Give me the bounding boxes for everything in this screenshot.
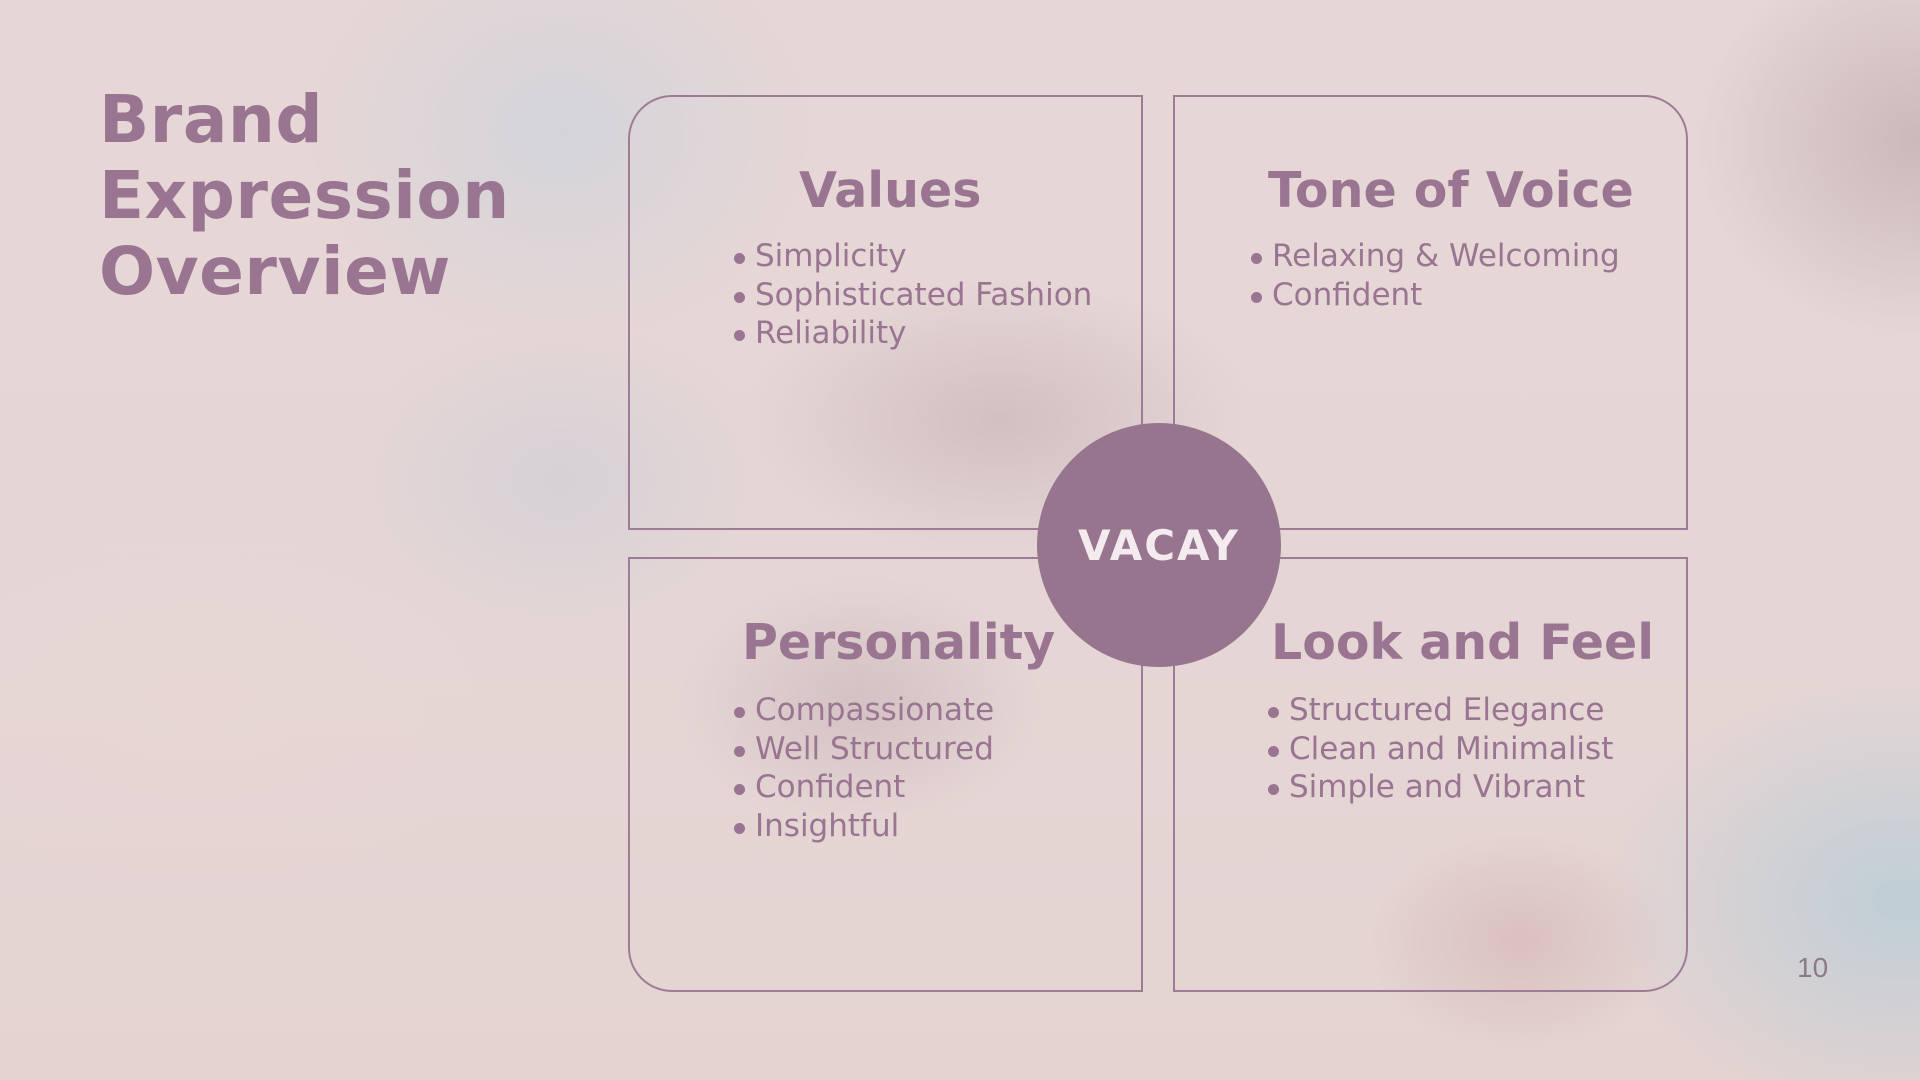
page-number: 10 (1797, 952, 1829, 983)
list-item: Insightful (732, 807, 994, 846)
list-item: Simplicity (732, 237, 1092, 276)
center-brand-label: VACAY (1078, 520, 1240, 570)
quadrant-heading-personality: Personality (742, 614, 1056, 671)
center-brand-circle: VACAY (1037, 423, 1281, 667)
title-line: Overview (99, 233, 451, 310)
look-and-feel-list: Structured Elegance Clean and Minimalist… (1266, 691, 1613, 807)
slide-title: Brand Expression Overview (99, 82, 510, 310)
quadrant-look-and-feel-box (1173, 557, 1688, 992)
list-item: Reliability (732, 314, 1092, 353)
quadrant-heading-tone-of-voice: Tone of Voice (1268, 162, 1634, 219)
title-line: Brand (99, 81, 324, 158)
list-item: Clean and Minimalist (1266, 730, 1613, 769)
quadrant-heading-values: Values (799, 162, 982, 219)
list-item: Compassionate (732, 691, 994, 730)
personality-list: Compassionate Well Structured Confident … (732, 691, 994, 845)
values-list: Simplicity Sophisticated Fashion Reliabi… (732, 237, 1092, 353)
list-item: Relaxing & Welcoming (1249, 237, 1620, 276)
list-item: Confident (1249, 276, 1620, 315)
list-item: Structured Elegance (1266, 691, 1613, 730)
quadrant-personality-box (628, 557, 1143, 992)
title-line: Expression (99, 157, 510, 234)
quadrant-values-box (628, 95, 1143, 530)
quadrant-heading-look-and-feel: Look and Feel (1271, 614, 1655, 671)
tone-of-voice-list: Relaxing & Welcoming Confident (1249, 237, 1620, 314)
list-item: Simple and Vibrant (1266, 768, 1613, 807)
list-item: Well Structured (732, 730, 994, 769)
list-item: Confident (732, 768, 994, 807)
quadrant-tone-of-voice-box (1173, 95, 1688, 530)
list-item: Sophisticated Fashion (732, 276, 1092, 315)
